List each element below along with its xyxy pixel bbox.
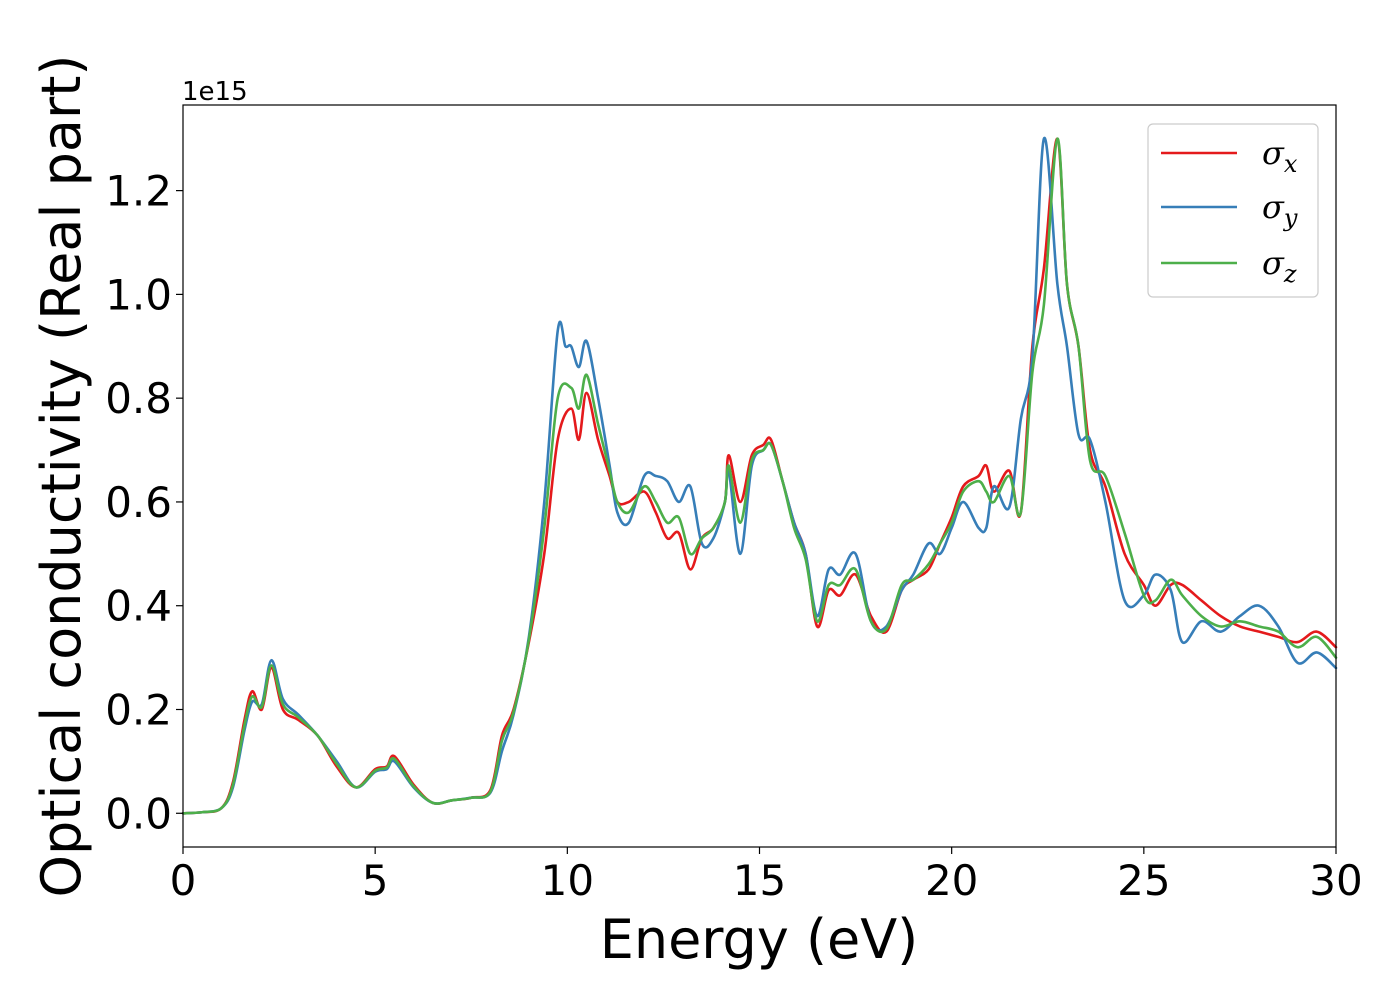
- y-tick-label: 1.0: [105, 270, 172, 319]
- x-tick-label: 20: [925, 856, 978, 905]
- legend-box: [1147, 123, 1319, 298]
- legend: σx σy σz: [1147, 123, 1319, 298]
- y-tick-label: 0.2: [105, 685, 172, 734]
- series-line-z: [181, 137, 1338, 815]
- series-line-y: [181, 136, 1338, 815]
- y-axis-label: Optical conductivity (Real part): [30, 55, 93, 898]
- x-tick-label: 25: [1117, 856, 1170, 905]
- x-axis-label: Energy (eV): [600, 908, 919, 971]
- x-tick-label: 15: [733, 856, 786, 905]
- y-tick-label: 0.6: [105, 478, 172, 527]
- y-tick-label: 0.4: [105, 582, 172, 631]
- y-axis-ticks: 0.0 0.2 0.4 0.6 0.8 1.0 1.2: [105, 167, 183, 838]
- legend-label-x: σx: [1262, 134, 1298, 178]
- x-tick-label: 0: [170, 856, 197, 905]
- x-tick-label: 10: [541, 856, 594, 905]
- y-offset-label: 1e15: [182, 77, 248, 107]
- y-tick-label: 0.8: [105, 374, 172, 423]
- x-axis-ticks: 0 5 10 15 20 25 30: [170, 847, 1363, 905]
- series-lines: [181, 136, 1338, 815]
- x-tick-label: 5: [362, 856, 389, 905]
- legend-label-y: σy: [1262, 188, 1298, 232]
- y-tick-label: 0.0: [105, 789, 172, 838]
- x-tick-label: 30: [1309, 856, 1362, 905]
- legend-items: σx σy σz: [1161, 134, 1298, 288]
- y-tick-label: 1.2: [105, 167, 172, 216]
- legend-label-z: σz: [1262, 244, 1297, 288]
